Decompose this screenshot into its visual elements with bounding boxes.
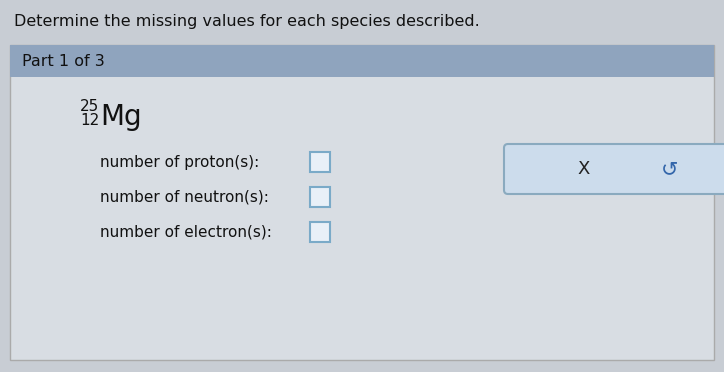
Text: 25: 25 [80, 99, 99, 114]
Text: number of neutron(s):: number of neutron(s): [100, 189, 269, 205]
FancyBboxPatch shape [310, 222, 330, 242]
FancyBboxPatch shape [310, 187, 330, 207]
Text: Mg: Mg [100, 103, 142, 131]
Text: number of proton(s):: number of proton(s): [100, 154, 259, 170]
FancyBboxPatch shape [310, 152, 330, 172]
FancyBboxPatch shape [10, 45, 714, 77]
Text: number of electron(s):: number of electron(s): [100, 224, 272, 240]
FancyBboxPatch shape [504, 144, 724, 194]
Text: Part 1 of 3: Part 1 of 3 [22, 54, 105, 68]
FancyBboxPatch shape [10, 45, 714, 360]
Text: X: X [578, 160, 590, 178]
Text: 12: 12 [80, 113, 99, 128]
Text: ↺: ↺ [661, 159, 679, 179]
Text: Determine the missing values for each species described.: Determine the missing values for each sp… [14, 14, 480, 29]
